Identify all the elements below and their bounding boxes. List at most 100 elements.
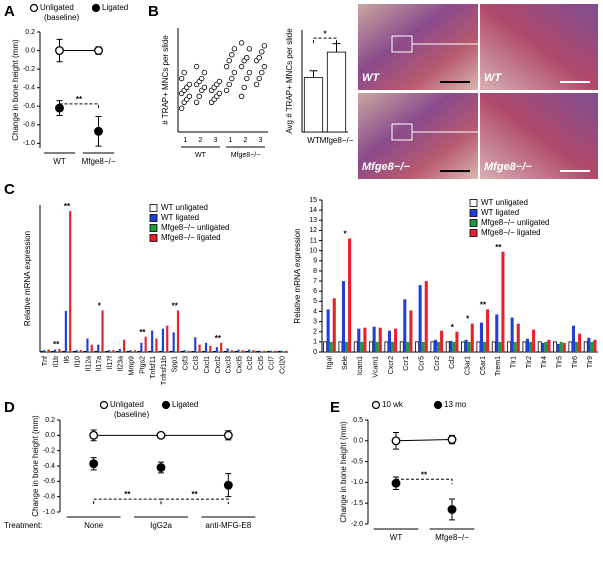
bar <box>571 325 575 352</box>
legend-note: (baseline) <box>44 13 79 22</box>
significance-label: ** <box>172 301 179 310</box>
micrograph-label: WT <box>362 72 380 84</box>
x-tick-label: anti-MFG-E8 <box>205 521 251 530</box>
bar <box>90 344 93 352</box>
bar <box>131 351 134 352</box>
y-axis-label: # TRAP+ MNCs per slide <box>161 35 170 125</box>
bar <box>58 348 61 352</box>
data-point <box>253 81 260 88</box>
data-point <box>259 49 265 55</box>
x-tick-label: Sele <box>342 356 349 370</box>
y-tick-label: -1.0 <box>351 479 363 486</box>
bar <box>101 310 104 352</box>
x-tick-label: 1 <box>229 137 233 144</box>
significance-bracket <box>395 478 453 485</box>
y-tick-label: -1.5 <box>351 500 363 507</box>
legend-label: WT unligated <box>481 198 528 207</box>
bar <box>403 299 407 352</box>
bar <box>525 338 529 352</box>
significance-label: * <box>466 315 470 324</box>
x-tick-label: Tlr6 <box>572 356 579 368</box>
bar <box>575 341 579 352</box>
y-tick-label: 12 <box>309 227 317 234</box>
bar <box>483 341 487 352</box>
bar <box>556 343 560 352</box>
bar <box>204 342 208 352</box>
error-bar <box>332 43 341 53</box>
legend-marker <box>371 400 381 410</box>
bar <box>360 341 364 352</box>
data-point <box>447 435 457 445</box>
data-point <box>193 63 200 70</box>
legend-swatch <box>149 214 158 222</box>
significance-label: ** <box>139 328 146 337</box>
x-tick-label: Ccr5 <box>419 356 426 371</box>
bar <box>277 350 281 353</box>
x-tick-label: Mfge8−/− <box>435 533 469 542</box>
data-point <box>261 43 268 49</box>
bar <box>326 51 347 133</box>
bar <box>406 341 410 352</box>
x-axis-label: Treatment: <box>4 521 42 530</box>
x-tick-label: Tlr9 <box>587 356 594 368</box>
data-point <box>246 46 253 52</box>
bar <box>424 281 428 352</box>
bar <box>88 351 91 352</box>
x-tick-label: Il17a <box>96 356 103 371</box>
bar <box>241 350 244 352</box>
bar <box>587 337 591 352</box>
bar <box>501 251 505 352</box>
data-point <box>231 69 238 76</box>
legend-label: WT unligated <box>161 203 208 212</box>
bar <box>118 348 121 352</box>
data-point <box>391 436 401 446</box>
bar <box>529 341 533 352</box>
y-tick-label: 9 <box>313 258 317 265</box>
bar <box>207 351 210 352</box>
panel-label: E <box>330 399 340 416</box>
bar <box>161 328 164 352</box>
legend-label: Ligated <box>172 400 198 409</box>
bar <box>79 350 83 352</box>
y-tick-label: 5 <box>313 298 317 305</box>
error-bar <box>309 70 318 78</box>
data-point <box>216 78 223 85</box>
bar <box>363 327 367 352</box>
y-tick-label: 0.5 <box>353 417 363 424</box>
bar <box>479 322 483 352</box>
x-tick-label: 1 <box>184 137 188 144</box>
data-point <box>201 84 208 91</box>
data-point <box>178 75 185 82</box>
x-tick-label: C5ar1 <box>480 356 487 375</box>
x-tick-label: Cxcl2 <box>215 356 222 374</box>
y-tick-label: 3 <box>313 318 317 325</box>
bar <box>590 341 594 352</box>
legend-label: Unligated <box>110 400 144 409</box>
bar <box>107 350 111 352</box>
bar <box>47 349 50 352</box>
bar <box>461 341 465 353</box>
bar <box>332 298 336 352</box>
y-axis-label: Relative mRNA expression <box>293 228 302 323</box>
significance-label: ** <box>421 470 428 479</box>
x-tick-label: Il6 <box>64 356 71 364</box>
bar <box>430 341 435 353</box>
y-axis-label: Change in bone height (mm) <box>339 421 348 523</box>
legend-label: Mfge8−/− unligated <box>481 218 550 227</box>
x-tick-label: 2 <box>199 137 203 144</box>
y-tick-label: 0.0 <box>45 432 55 439</box>
bar <box>191 350 195 353</box>
bar <box>369 341 373 353</box>
bar <box>77 351 80 352</box>
significance-label: ** <box>76 95 83 104</box>
data-point <box>94 46 103 56</box>
bar <box>553 341 557 353</box>
bar <box>213 350 217 353</box>
x-tick-label: Ccl3 <box>193 356 200 370</box>
bar <box>215 347 218 352</box>
y-tick-label: 6 <box>313 288 317 295</box>
bar <box>112 350 115 352</box>
bar <box>323 341 327 353</box>
bar <box>43 350 46 352</box>
bar <box>399 341 404 353</box>
